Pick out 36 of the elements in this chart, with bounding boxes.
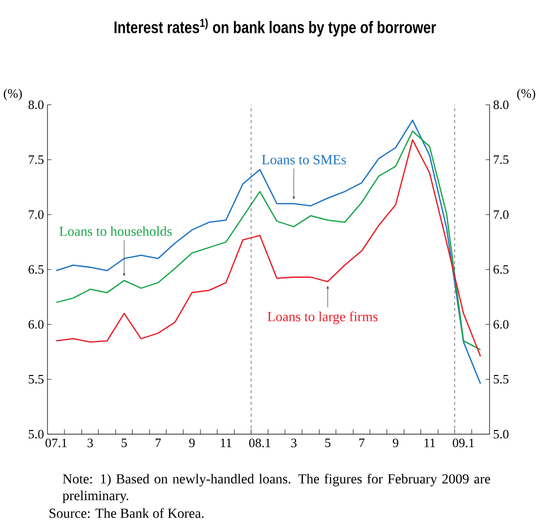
series-label: Loans to households bbox=[59, 226, 172, 236]
text: Loans to large firms bbox=[268, 312, 378, 324]
source-note: Source: The Bank of Korea. bbox=[50, 508, 204, 518]
x-tick-label: 07.1 bbox=[46, 438, 67, 448]
x-tick-label: 08.1 bbox=[249, 438, 270, 448]
x-tick-label: 09.1 bbox=[452, 438, 474, 448]
y2-tick-label: 8.0 bbox=[494, 100, 508, 110]
y2-axis-title: (%) bbox=[517, 89, 536, 101]
y-tick-label: 5.5 bbox=[28, 375, 44, 384]
y-tick-label: 8.0 bbox=[28, 100, 44, 110]
x-tick-label: 3 bbox=[291, 438, 297, 448]
y-tick-label: 5.0 bbox=[28, 430, 44, 439]
y2-tick-label: 5.0 bbox=[494, 430, 508, 439]
y2-tick-label: 6.5 bbox=[494, 265, 508, 274]
x-tick-label: 11 bbox=[220, 438, 232, 448]
y2-tick-label: 6.0 bbox=[494, 320, 508, 329]
y2-tick-label: 5.5 bbox=[494, 375, 508, 384]
y-tick-label: 7.0 bbox=[28, 210, 44, 220]
chart-title: Interest rates$^{1)}$ on bank loans by type of borrower bbox=[114, 18, 436, 37]
y2-tick-label: 7.0 bbox=[494, 210, 508, 220]
line-series bbox=[56, 120, 482, 385]
text: Note: 1) Based on newly-handled loans. The figures for February 2009 are preliminary. bbox=[62, 474, 490, 504]
y-tick-label: 6.5 bbox=[28, 265, 44, 274]
x-tick-label: 9 bbox=[189, 438, 195, 448]
x-tick-label: 9 bbox=[392, 438, 398, 448]
y-tick-label: 6.0 bbox=[28, 320, 44, 329]
series-label: Loans to SMEs bbox=[262, 155, 346, 165]
x-tick-label: 7 bbox=[359, 438, 365, 448]
y2-tick-label: 7.5 bbox=[494, 156, 508, 164]
x-tick-label: 3 bbox=[88, 438, 93, 448]
x-tick-label: 7 bbox=[156, 438, 161, 448]
x-tick-label: 11 bbox=[424, 438, 435, 448]
x-tick-label: 5 bbox=[122, 438, 127, 448]
y-tick-label: 7.5 bbox=[28, 156, 44, 164]
y-axis-title: (%) bbox=[4, 89, 22, 101]
x-tick-label: 5 bbox=[325, 438, 330, 448]
